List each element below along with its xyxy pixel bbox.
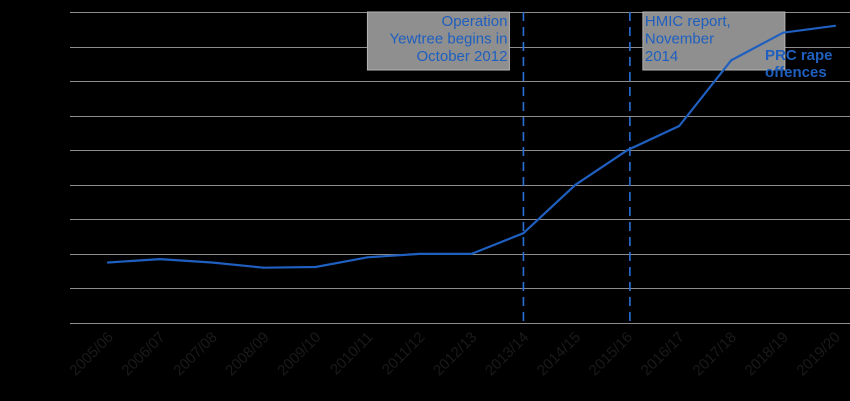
x-tick-label: 2012/13 (430, 329, 480, 379)
data-point (522, 232, 525, 235)
annotation-text-line: October 2012 (417, 48, 508, 65)
data-point (678, 124, 681, 128)
data-point (574, 183, 577, 186)
x-tick-label: 2019/20 (793, 329, 843, 379)
data-point (833, 24, 837, 27)
x-tick-label: 2014/15 (534, 329, 584, 379)
data-point (626, 149, 629, 152)
x-axis-tick-labels: 2005/06 2006/07 2007/08 2008/09 2009/10 2010/… (66, 329, 843, 379)
x-tick-label: 2015/16 (586, 329, 636, 379)
annotation-box (366, 11, 510, 71)
series-label-line: PRC rape (765, 47, 833, 64)
x-tick-label: 2013/14 (482, 329, 532, 379)
x-tick-label: 2006/07 (118, 329, 168, 379)
data-point (418, 252, 421, 255)
data-point (470, 252, 473, 255)
x-tick-label: 2009/10 (274, 329, 324, 379)
data-point (730, 59, 733, 62)
x-tick-label: 2017/18 (690, 329, 740, 379)
x-tick-label: 2007/08 (170, 329, 220, 379)
series-label: PRC rape offences (765, 47, 833, 81)
annotation-box (642, 11, 786, 71)
annotation-text-line: 2014 (645, 48, 678, 65)
annotation-text-line: Operation (442, 13, 508, 30)
data-point (106, 261, 110, 264)
data-point (262, 266, 265, 269)
data-point (366, 256, 369, 259)
x-tick-label: 2008/09 (222, 329, 272, 379)
x-tick-label: 2011/12 (379, 329, 429, 379)
x-tick-label: 2010/11 (327, 329, 377, 379)
data-point (158, 257, 162, 261)
data-point (210, 261, 213, 264)
x-tick-label: 2018/19 (742, 329, 792, 379)
x-tick-label: 2016/17 (638, 329, 688, 379)
series-label-line: offences (765, 64, 827, 81)
annotation-text-line: November (645, 31, 714, 48)
annotation-text-line: HMIC report, (645, 13, 731, 30)
data-point (314, 265, 317, 269)
annotation-text-line: Yewtree begins in (390, 31, 508, 48)
series-layer: PRC rape offences (106, 24, 837, 269)
data-point (781, 31, 785, 34)
x-tick-label: 2005/06 (66, 329, 116, 379)
